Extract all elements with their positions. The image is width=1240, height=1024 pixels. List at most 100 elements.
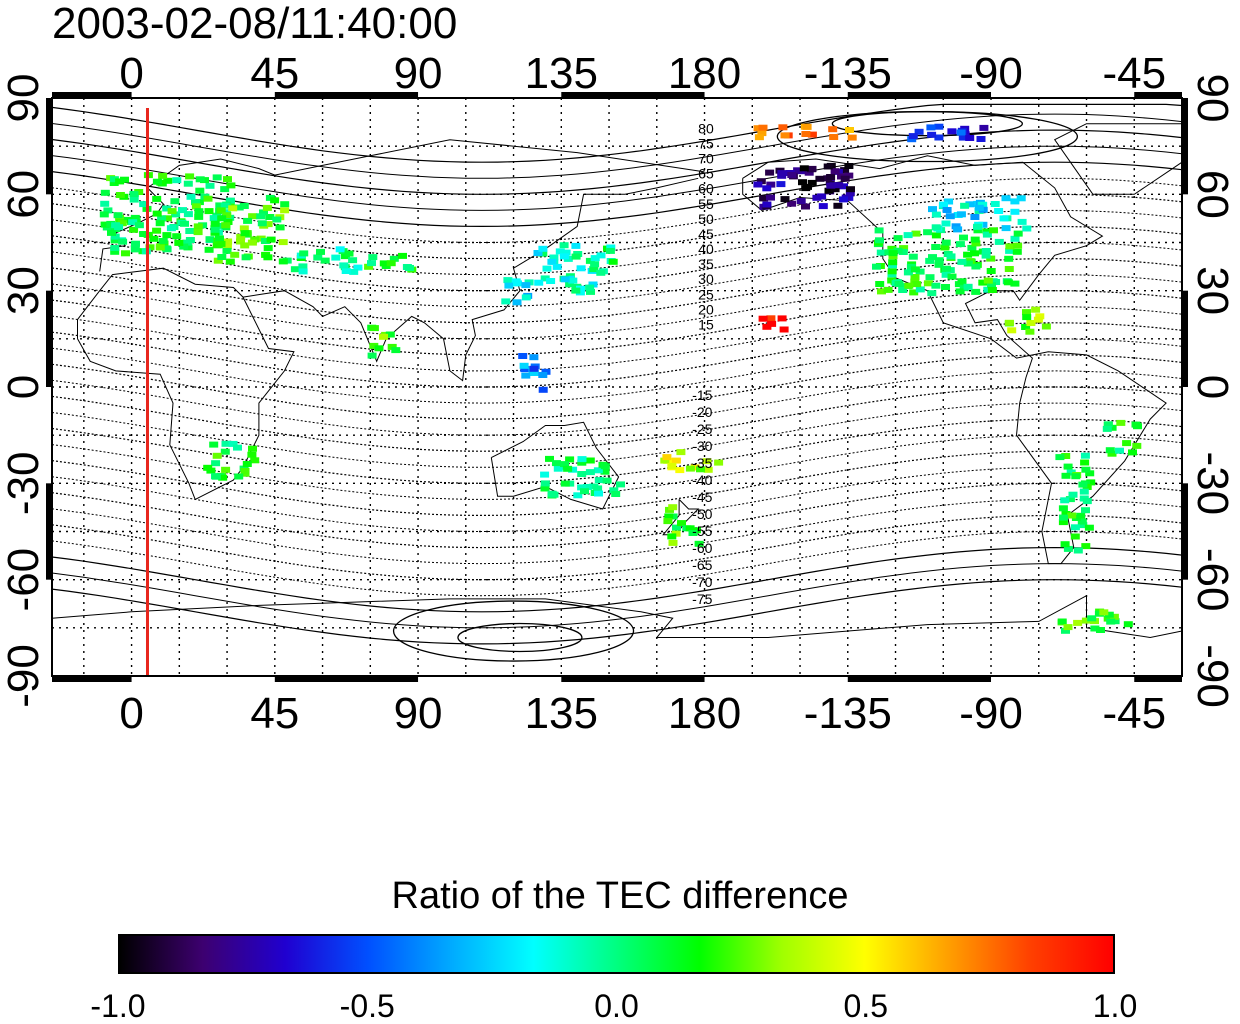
- tec-cell: [131, 240, 140, 247]
- bottom-longitude-label: -135: [804, 689, 892, 738]
- magnetic-contour-line: [51, 193, 1183, 260]
- tec-cell: [577, 471, 587, 477]
- contour-label: -65: [692, 557, 712, 573]
- tec-cell: [580, 488, 589, 495]
- tec-cell: [545, 455, 554, 462]
- tec-cell: [256, 213, 266, 220]
- right-latitude-label: -30: [1188, 452, 1237, 516]
- tec-cell: [766, 194, 775, 201]
- tec-cell: [839, 196, 848, 203]
- tec-cell: [270, 197, 280, 204]
- tec-cell: [113, 212, 123, 219]
- tec-cell: [908, 253, 918, 260]
- tec-cell: [987, 282, 996, 289]
- tec-cell: [546, 278, 556, 284]
- frame-bar-bottom: [52, 676, 132, 682]
- tec-cell: [576, 265, 586, 272]
- tec-cell: [263, 254, 273, 261]
- tec-cell: [1010, 235, 1020, 242]
- tec-cell: [959, 234, 968, 241]
- tec-cell: [559, 253, 569, 260]
- tec-cell: [667, 533, 677, 540]
- right-latitude-label: -90: [1188, 644, 1237, 708]
- tec-cell: [668, 539, 678, 546]
- tec-cell: [888, 250, 898, 257]
- contour-label: -35: [692, 455, 712, 471]
- tec-cell: [549, 491, 559, 498]
- tec-cell: [1013, 230, 1023, 237]
- magnetic-contour-line: [51, 145, 1183, 211]
- axis-tick-labels: 0045459090135135180180-135-135-90-90-45-…: [0, 49, 1237, 738]
- tec-cell: [1022, 225, 1032, 232]
- tec-cell: [970, 236, 980, 243]
- contour-label: -25: [692, 421, 712, 437]
- tec-cell: [845, 189, 855, 196]
- tec-cell: [1105, 447, 1115, 454]
- tec-cell: [180, 220, 189, 227]
- tec-cell: [262, 204, 272, 211]
- tec-cell: [815, 175, 825, 182]
- tec-cell: [582, 484, 592, 490]
- colorbar: [118, 934, 1115, 974]
- bottom-longitude-label: 180: [668, 689, 741, 738]
- tec-cell: [568, 277, 578, 284]
- top-longitude-label: -135: [804, 49, 892, 98]
- tec-cell: [586, 288, 595, 295]
- tec-cell: [533, 250, 543, 256]
- tec-cell: [947, 128, 957, 135]
- tec-cell: [875, 237, 884, 244]
- tec-cell: [130, 246, 140, 253]
- tec-cell: [174, 239, 184, 246]
- tec-cell: [348, 257, 358, 264]
- tec-cell: [812, 194, 822, 201]
- tec-cell: [596, 269, 606, 276]
- tec-cell: [1070, 524, 1080, 531]
- tec-cell: [565, 281, 575, 288]
- magnetic-contour-line: [51, 354, 1183, 420]
- frame-bar-left: [46, 483, 52, 580]
- tec-cell: [958, 134, 968, 141]
- tec-cell: [1079, 488, 1089, 495]
- tec-cell: [876, 249, 886, 256]
- tec-cell: [571, 253, 581, 260]
- tec-cell: [759, 195, 769, 202]
- tec-cell: [675, 467, 685, 474]
- tec-cell: [965, 135, 975, 141]
- tec-cell: [193, 229, 203, 236]
- tec-cell: [609, 487, 619, 494]
- tec-cell: [110, 233, 120, 240]
- tec-cell: [185, 228, 195, 234]
- tec-cell: [1084, 524, 1094, 531]
- tec-cell: [872, 263, 881, 270]
- tec-cell: [538, 245, 548, 252]
- tec-cell: [986, 255, 996, 262]
- left-latitude-label: 60: [0, 170, 48, 219]
- magnetic-contour-line: [51, 306, 1183, 372]
- tec-cell: [1096, 627, 1105, 633]
- magnetic-contour-line: [51, 338, 1183, 404]
- tec-cell: [529, 370, 539, 376]
- magnetic-contour-line: [51, 514, 1183, 581]
- tec-cell: [298, 268, 308, 275]
- magnetic-contour-line: [51, 563, 1183, 629]
- tec-cell: [767, 320, 777, 327]
- tec-cell: [830, 186, 840, 193]
- tec-cell: [278, 258, 288, 265]
- tec-cell: [824, 187, 834, 194]
- tec-cell: [221, 440, 231, 447]
- tec-cell: [555, 248, 565, 255]
- top-longitude-label: 0: [119, 49, 143, 98]
- magnetic-contour-line: [51, 209, 1183, 276]
- tec-cell: [1033, 316, 1043, 323]
- tec-cell: [299, 250, 309, 257]
- tec-cell: [951, 223, 961, 230]
- tec-cell: [590, 261, 600, 268]
- tec-cell: [241, 254, 251, 261]
- tec-cell: [149, 235, 159, 242]
- tec-cell: [941, 284, 950, 290]
- tec-cell: [216, 207, 226, 214]
- tec-cell: [834, 182, 844, 189]
- tec-cell: [552, 460, 561, 467]
